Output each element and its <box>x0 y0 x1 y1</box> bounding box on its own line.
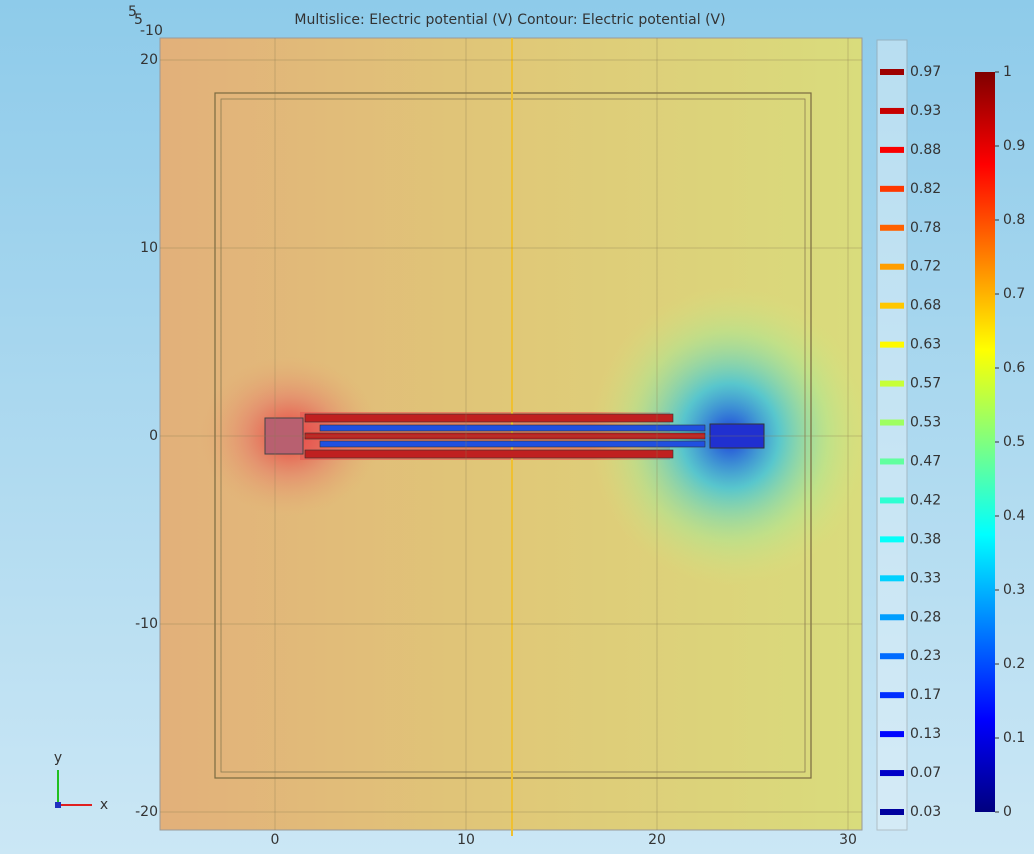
triad-label: y <box>54 750 62 766</box>
contour-level-label: 0.82 <box>910 181 941 197</box>
contour-swatch <box>880 186 904 192</box>
contour-level-label: 0.42 <box>910 492 941 508</box>
contour-level-label: 0.57 <box>910 376 941 392</box>
contour-level-label: 0.78 <box>910 220 941 236</box>
x-tick-label: 20 <box>648 832 666 848</box>
contour-level-label: 0.13 <box>910 726 941 742</box>
x-tick-label: 30 <box>839 832 857 848</box>
rod-top <box>305 414 673 422</box>
y-tick-label: 10 <box>140 240 158 256</box>
contour-swatch <box>880 147 904 153</box>
contour-level-label: 0.93 <box>910 103 941 119</box>
triad-label: x <box>100 797 108 813</box>
contour-level-label: 0.28 <box>910 609 941 625</box>
legend-frame <box>877 40 907 830</box>
contour-swatch <box>880 653 904 659</box>
rod-inner-top <box>320 425 705 431</box>
page: Multislice: Electric potential (V) Conto… <box>0 0 1034 854</box>
colorbar <box>975 72 995 812</box>
contour-level-label: 0.33 <box>910 570 941 586</box>
rod-bottom <box>305 450 673 458</box>
x-tick-label: 0 <box>271 832 280 848</box>
contour-swatch <box>880 420 904 426</box>
colorbar-tick-label: 0.1 <box>1003 730 1025 746</box>
contour-swatch <box>880 614 904 620</box>
colorbar-tick-label: 0.7 <box>1003 286 1025 302</box>
plot-title: Multislice: Electric potential (V) Conto… <box>294 12 725 28</box>
contour-swatch <box>880 497 904 503</box>
contour-swatch <box>880 731 904 737</box>
contour-level-label: 0.63 <box>910 337 941 353</box>
contour-swatch <box>880 108 904 114</box>
contour-swatch <box>880 342 904 348</box>
colorbar-tick-label: 0.2 <box>1003 656 1025 672</box>
corner-label: -10 <box>140 23 163 39</box>
contour-level-label: 0.47 <box>910 453 941 469</box>
y-tick-label: -10 <box>135 616 158 632</box>
contour-swatch <box>880 69 904 75</box>
contour-swatch <box>880 225 904 231</box>
y-tick-label: 20 <box>140 52 158 68</box>
y-tick-label: -20 <box>135 804 158 820</box>
colorbar-tick-label: 0.5 <box>1003 434 1025 450</box>
x-tick-label: 10 <box>457 832 475 848</box>
contour-level-label: 0.97 <box>910 64 941 80</box>
colorbar-tick-label: 0.9 <box>1003 138 1025 154</box>
contour-level-label: 0.72 <box>910 259 941 275</box>
contour-level-label: 0.68 <box>910 298 941 314</box>
y-tick-label: 0 <box>149 428 158 444</box>
colorbar-tick-label: 0.6 <box>1003 360 1025 376</box>
contour-level-label: 0.38 <box>910 531 941 547</box>
contour-swatch <box>880 458 904 464</box>
triad-origin <box>55 802 61 808</box>
contour-swatch <box>880 536 904 542</box>
contour-swatch <box>880 575 904 581</box>
contour-level-label: 0.53 <box>910 415 941 431</box>
colorbar-tick-label: 0 <box>1003 804 1012 820</box>
contour-swatch <box>880 264 904 270</box>
colorbar-tick-label: 1 <box>1003 64 1012 80</box>
contour-swatch <box>880 770 904 776</box>
contour-swatch <box>880 381 904 387</box>
contour-swatch <box>880 692 904 698</box>
contour-swatch <box>880 809 904 815</box>
contour-level-label: 0.88 <box>910 142 941 158</box>
colorbar-tick-label: 0.8 <box>1003 212 1025 228</box>
rod-inner-bottom <box>320 441 705 447</box>
contour-level-label: 0.07 <box>910 765 941 781</box>
contour-swatch <box>880 303 904 309</box>
contour-level-label: 0.03 <box>910 804 941 820</box>
colorbar-tick-label: 0.3 <box>1003 582 1025 598</box>
graphics-window: Multislice: Electric potential (V) Conto… <box>0 0 1034 854</box>
contour-level-label: 0.23 <box>910 648 941 664</box>
colorbar-tick-label: 0.4 <box>1003 508 1025 524</box>
contour-level-label: 0.17 <box>910 687 941 703</box>
